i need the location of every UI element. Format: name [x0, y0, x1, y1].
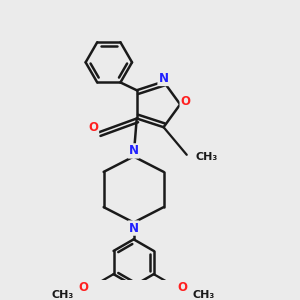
Text: O: O — [178, 281, 188, 294]
Text: O: O — [79, 281, 89, 294]
Text: N: N — [159, 72, 169, 85]
Text: O: O — [88, 121, 98, 134]
Text: CH₃: CH₃ — [52, 290, 74, 300]
Text: CH₃: CH₃ — [195, 152, 218, 162]
Text: CH₃: CH₃ — [193, 290, 215, 300]
Text: N: N — [129, 222, 139, 235]
Text: O: O — [181, 95, 191, 108]
Text: N: N — [129, 145, 139, 158]
